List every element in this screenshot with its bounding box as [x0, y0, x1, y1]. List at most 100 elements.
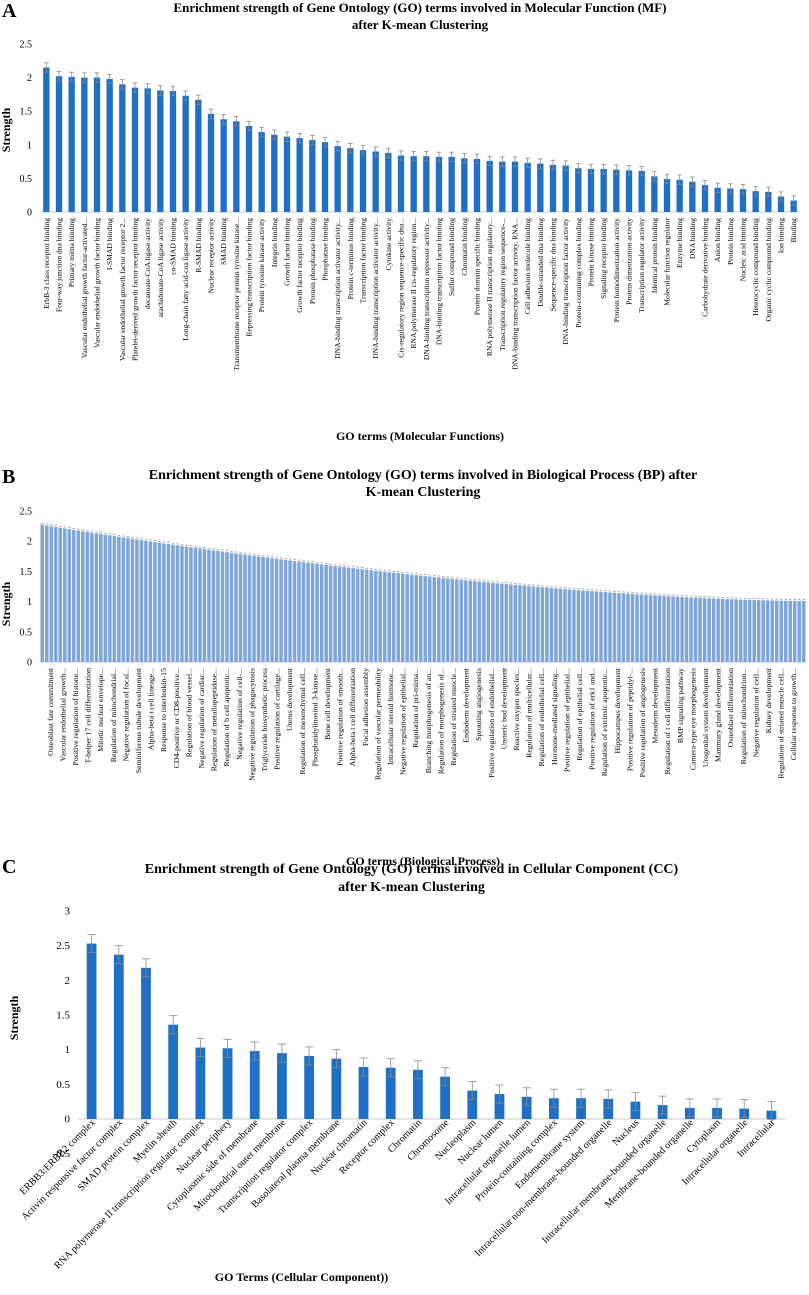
bar [423, 576, 428, 662]
x-category-label: Cellular response to growth... [789, 668, 798, 760]
error-bar [332, 1049, 341, 1069]
error-bar [690, 176, 695, 187]
bar [738, 599, 743, 662]
bar [397, 155, 405, 212]
bar [342, 567, 346, 662]
x-category-label: Primary mirna binding [67, 218, 76, 287]
x-category-label: Protein dimerization activity [625, 218, 634, 305]
bar [258, 132, 265, 212]
y-tick-label: 2.5 [20, 507, 33, 518]
bar [93, 77, 101, 212]
bar [283, 559, 288, 662]
bar [301, 562, 306, 662]
x-category-label: Positive regulation of histone... [71, 668, 80, 766]
y-axis-label: Strength [7, 995, 21, 1040]
bar [572, 589, 576, 662]
bar [157, 542, 162, 662]
x-category-label: Positive regulation of erk1 and... [588, 668, 597, 770]
error-bar [250, 1041, 259, 1061]
bar [663, 179, 671, 212]
bar [675, 596, 680, 662]
bar [653, 595, 657, 662]
bar [245, 125, 253, 212]
bar [603, 1098, 614, 1119]
bar [229, 552, 234, 662]
error-bar [107, 73, 112, 85]
bar [373, 570, 378, 662]
error-bar [141, 958, 150, 978]
x-category-label: Enzyme binding [675, 218, 684, 268]
x-category-label: Regulation of extrinsic apoptotic... [600, 668, 609, 776]
bar [491, 582, 495, 662]
error-bar [196, 1038, 205, 1057]
error-bar [386, 1058, 395, 1078]
bar [527, 586, 531, 662]
bar [698, 597, 702, 662]
error-bar [169, 1015, 178, 1035]
bar [414, 575, 418, 662]
x-category-label: BMP signaling pathway [676, 668, 685, 743]
x-category-label: Regulation of striated muscle... [449, 668, 458, 765]
error-bar [335, 141, 340, 152]
x-category-label: DNA-binding transcription activator acti… [371, 218, 380, 359]
error-bar [639, 165, 644, 177]
bar [85, 531, 90, 662]
x-category-label: Molecular function regulator [663, 218, 672, 306]
bar [522, 585, 527, 662]
bar [486, 582, 491, 662]
error-bar [577, 1088, 586, 1108]
bar [405, 574, 409, 662]
bar [319, 564, 324, 662]
bar [337, 566, 342, 662]
error-bar [449, 151, 454, 163]
bar [108, 535, 112, 662]
bar [473, 158, 481, 212]
bar [666, 596, 671, 662]
chart-title-line: after K-mean Clustering [338, 880, 485, 895]
bar [409, 574, 414, 662]
bar [707, 598, 711, 662]
bar [752, 191, 759, 212]
bar [364, 569, 369, 662]
x-category-label: Mitotic nuclear envelope... [96, 668, 105, 752]
y-axis-label: Strength [0, 581, 13, 626]
bar [477, 581, 482, 662]
x-category-label: Nucleic acid binding [739, 218, 748, 281]
bar [761, 600, 765, 662]
bar [410, 156, 417, 212]
bar [657, 595, 662, 662]
error-bar [525, 157, 530, 169]
bar [729, 599, 734, 662]
x-category-label: Urogenital system development [701, 667, 710, 767]
x-category-label: Signaling receptor binding [599, 218, 608, 299]
bar [513, 584, 518, 662]
bar [576, 590, 581, 662]
bar [680, 596, 684, 662]
bar [790, 200, 797, 212]
y-tick-label: 2.5 [56, 940, 70, 952]
bar [581, 590, 585, 662]
bar [372, 151, 379, 212]
x-category-label: Protein binding [726, 218, 735, 265]
bar [608, 592, 612, 662]
x-category-label: Branching morphogenesis of an... [424, 668, 433, 773]
error-bar [56, 71, 62, 82]
error-bar [740, 184, 746, 195]
error-bar [373, 146, 378, 157]
x-category-label: Mesoderm development [651, 667, 660, 743]
error-bar [234, 116, 239, 127]
error-bar [170, 85, 176, 97]
error-bar [576, 163, 581, 174]
bar [788, 600, 792, 662]
bar [333, 565, 337, 662]
bar [594, 591, 599, 662]
bar [288, 560, 292, 662]
x-category-label: Osteoblast fate commitment [46, 667, 55, 756]
x-category-label: SMAD binding [219, 218, 228, 265]
x-category-label: Repressing transcription factor binding [245, 218, 254, 337]
x-category-label: RNA polymerase II transcription regulato… [485, 218, 494, 356]
error-bar [677, 174, 682, 185]
x-category-label: Bone cell development [323, 667, 332, 740]
error-bar [550, 159, 556, 171]
bar [387, 572, 391, 662]
